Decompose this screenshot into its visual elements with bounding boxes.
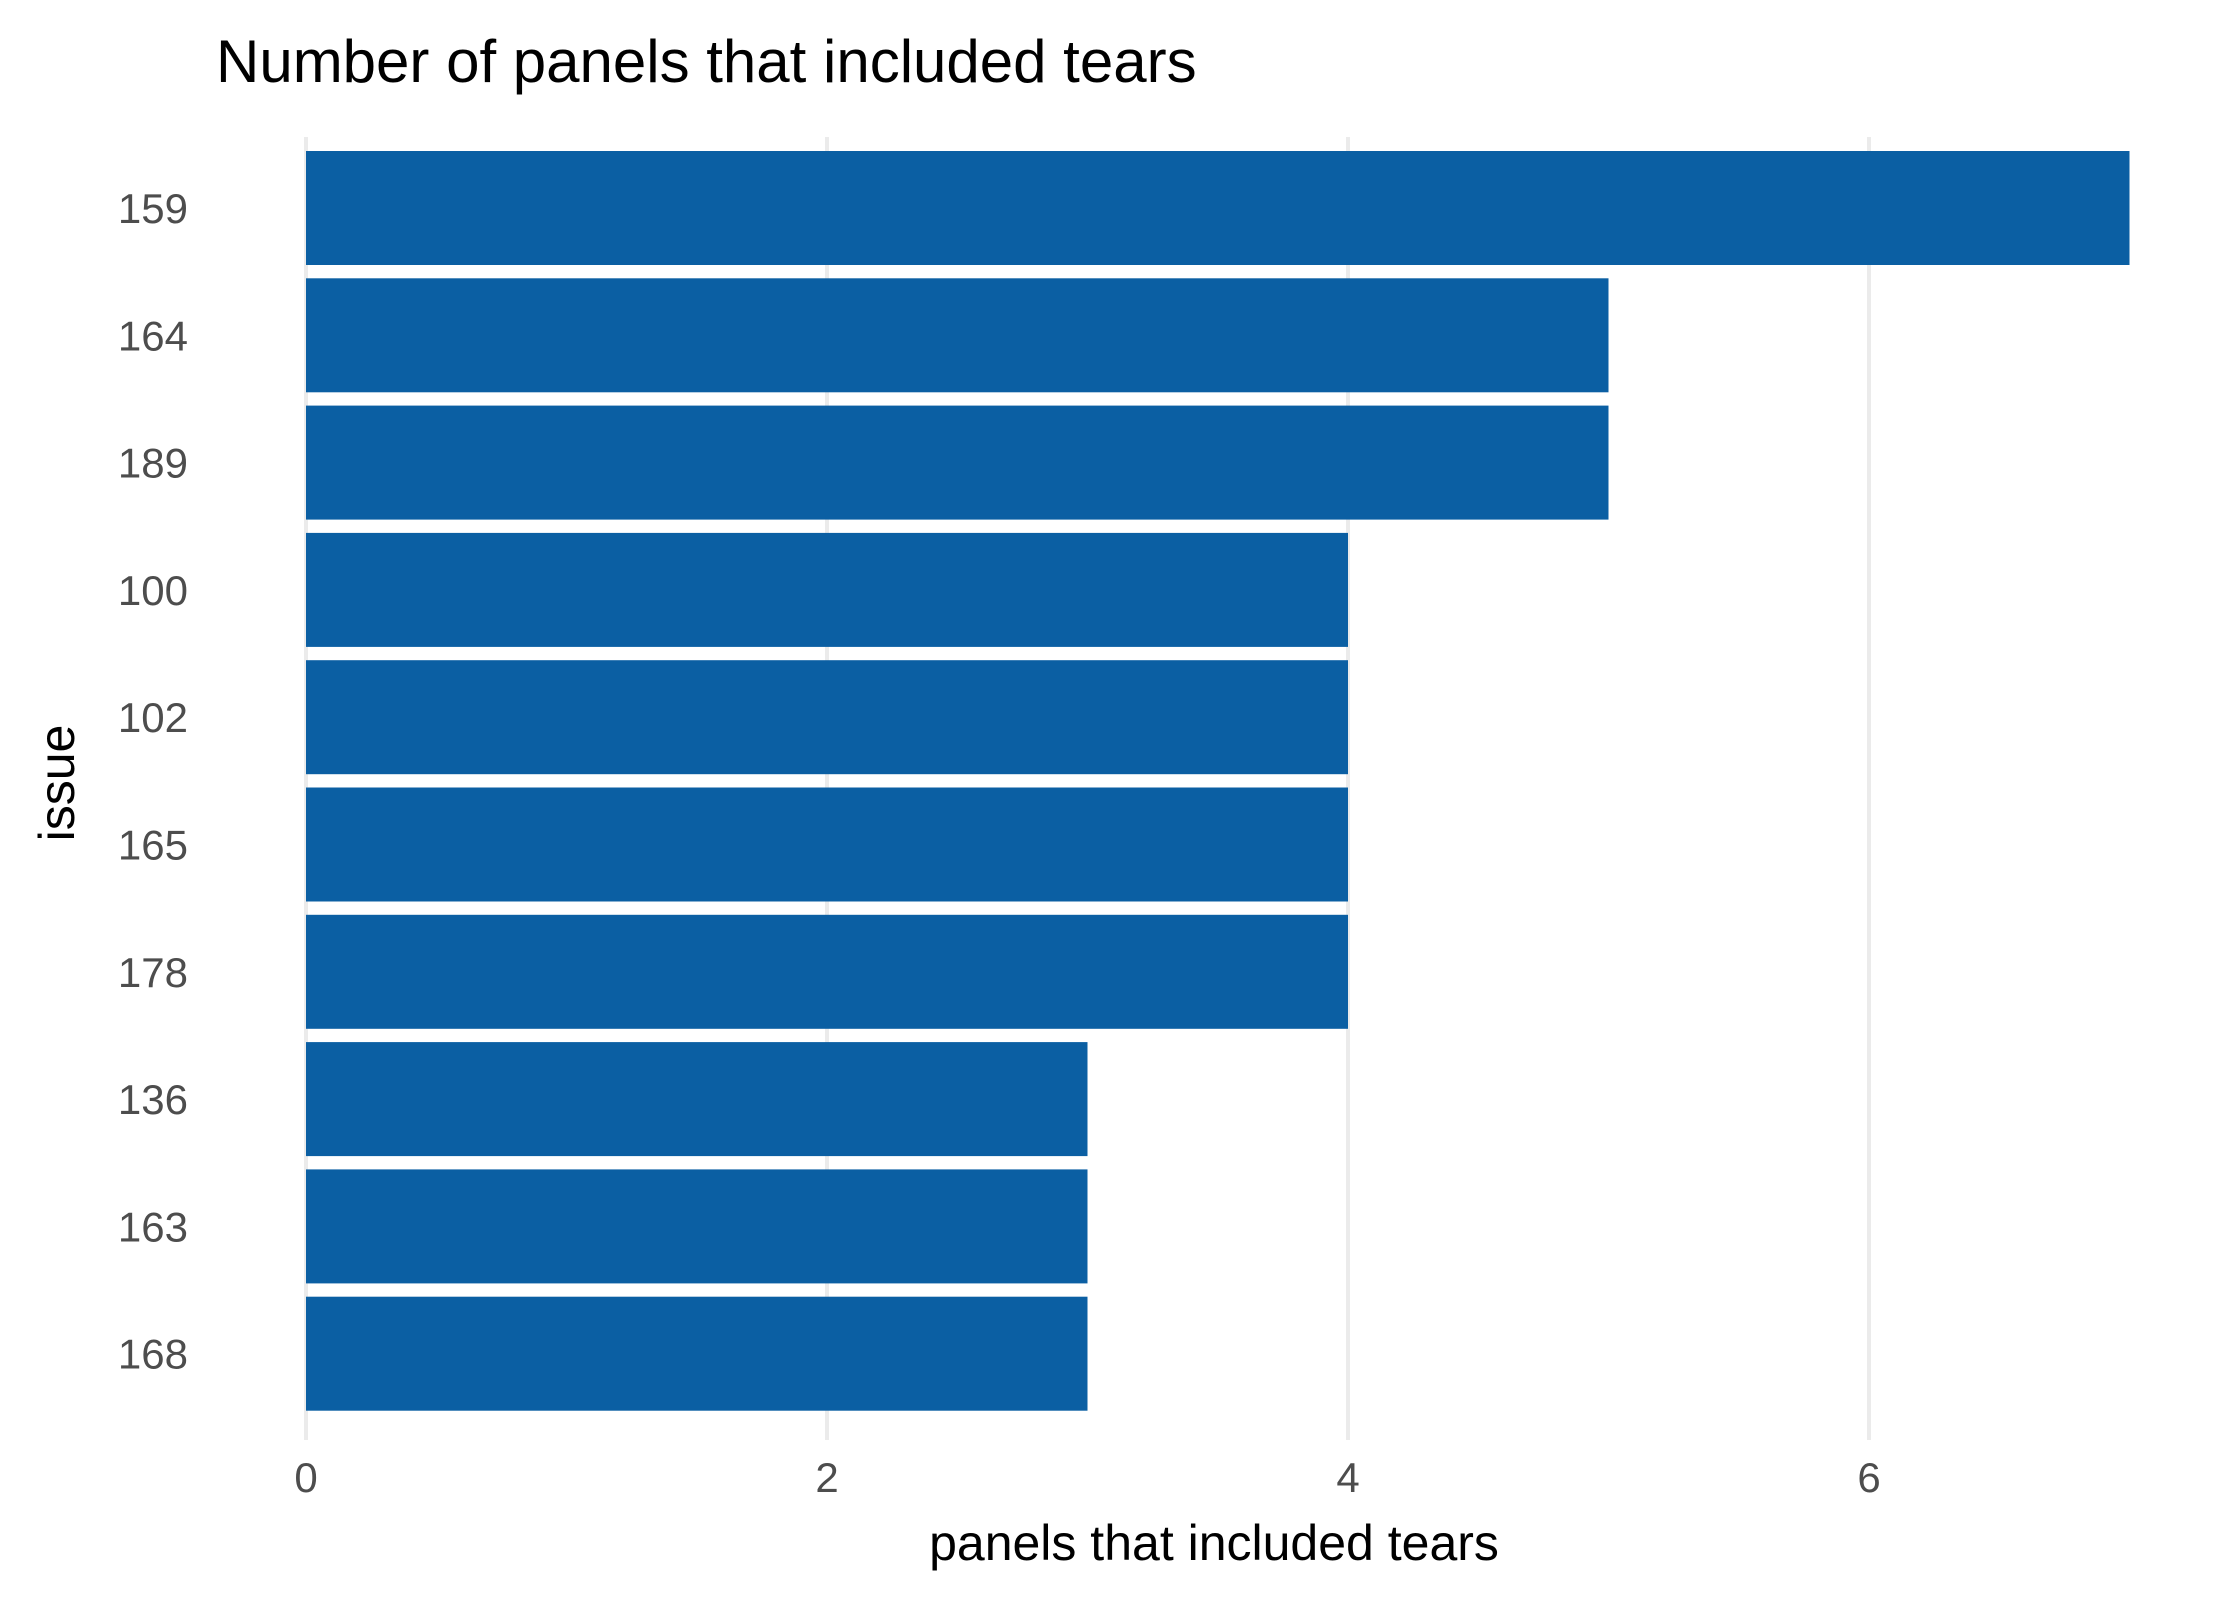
x-axis-title: panels that included tears bbox=[929, 1515, 1499, 1571]
x-tick-label: 6 bbox=[1857, 1454, 1880, 1501]
y-tick-label: 168 bbox=[118, 1331, 188, 1378]
bar-issue-159 bbox=[306, 151, 2130, 265]
chart-title: Number of panels that included tears bbox=[216, 28, 1197, 95]
y-tick-label: 178 bbox=[118, 949, 188, 996]
y-tick-label: 159 bbox=[118, 185, 188, 232]
bar-issue-164 bbox=[306, 278, 1609, 393]
x-tick-label: 4 bbox=[1336, 1454, 1359, 1501]
y-tick-label: 102 bbox=[118, 694, 188, 741]
bar-issue-100 bbox=[306, 532, 1348, 647]
bar-issue-136 bbox=[306, 1042, 1088, 1157]
y-tick-labels: 159 164 189 100 102 165 178 136 163 168 bbox=[118, 185, 188, 1378]
bar-issue-165 bbox=[306, 787, 1348, 902]
bar-issue-168 bbox=[306, 1296, 1088, 1411]
bar-issue-163 bbox=[306, 1169, 1088, 1284]
bars bbox=[306, 151, 2130, 1411]
x-tick-labels: 0 2 4 6 bbox=[294, 1454, 1880, 1501]
bar-issue-178 bbox=[306, 914, 1348, 1029]
x-tick-label: 2 bbox=[815, 1454, 838, 1501]
bar-issue-102 bbox=[306, 660, 1348, 775]
y-axis-title: issue bbox=[29, 725, 85, 842]
y-tick-label: 164 bbox=[118, 312, 188, 359]
y-tick-label: 136 bbox=[118, 1076, 188, 1123]
y-tick-label: 165 bbox=[118, 822, 188, 869]
y-tick-label: 163 bbox=[118, 1203, 188, 1250]
y-tick-label: 189 bbox=[118, 440, 188, 487]
x-tick-label: 0 bbox=[294, 1454, 317, 1501]
bar-issue-189 bbox=[306, 405, 1609, 520]
y-tick-label: 100 bbox=[118, 567, 188, 614]
